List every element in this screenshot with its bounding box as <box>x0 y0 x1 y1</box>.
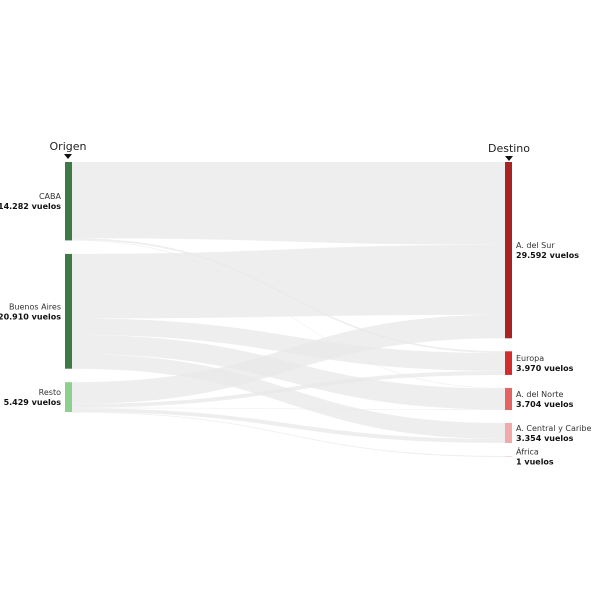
link-resto-to-a-del-sur <box>72 314 505 404</box>
target-label-a-del-norte: A. del Norte <box>516 390 563 399</box>
destination-header: Destino <box>488 142 530 155</box>
source-node-buenos-aires <box>65 253 72 369</box>
destination-arrow-icon <box>505 156 513 161</box>
link-resto-to-africa <box>72 412 505 457</box>
target-node-europa <box>505 351 512 375</box>
target-node-a-del-sur <box>505 162 512 339</box>
source-value-resto: 5.429 vuelos <box>4 398 62 407</box>
source-node-caba <box>65 162 72 241</box>
source-node-resto <box>65 382 72 412</box>
link-caba-to-a-del-sur <box>72 162 505 245</box>
target-value-a-del-norte: 3.704 vuelos <box>516 400 574 409</box>
target-value-a-central-y-caribe: 3.354 vuelos <box>516 434 574 443</box>
target-label-a-del-sur: A. del Sur <box>516 241 555 250</box>
target-value-a-del-sur: 29.592 vuelos <box>516 251 579 260</box>
target-label-a-central-y-caribe: A. Central y Caribe <box>516 424 591 433</box>
target-value-europa: 3.970 vuelos <box>516 364 574 373</box>
source-label-buenos-aires: Buenos Aires <box>9 302 61 311</box>
source-label-resto: Resto <box>39 388 61 397</box>
flow-links <box>72 162 505 457</box>
link-resto-to-europa <box>72 370 505 408</box>
link-buenos-aires-to-europa <box>72 318 505 371</box>
source-value-buenos-aires: 20.910 vuelos <box>0 312 61 321</box>
link-resto-to-a-central-y-caribe <box>72 408 505 443</box>
source-value-caba: 14.282 vuelos <box>0 202 61 211</box>
target-node-a-central-y-caribe <box>505 423 512 443</box>
nodes <box>65 162 512 457</box>
target-value-africa: 1 vuelos <box>516 457 554 466</box>
link-buenos-aires-to-a-del-sur <box>72 244 505 319</box>
target-node-africa <box>505 455 512 457</box>
source-label-caba: CABA <box>39 192 62 201</box>
target-label-europa: Europa <box>516 354 544 363</box>
link-resto-to-a-del-norte <box>72 407 505 411</box>
target-label-africa: África <box>516 445 539 456</box>
origin-header: Origen <box>50 140 87 153</box>
origin-arrow-icon <box>64 154 72 159</box>
link-buenos-aires-to-a-del-norte <box>72 334 505 410</box>
target-node-a-del-norte <box>505 387 512 411</box>
